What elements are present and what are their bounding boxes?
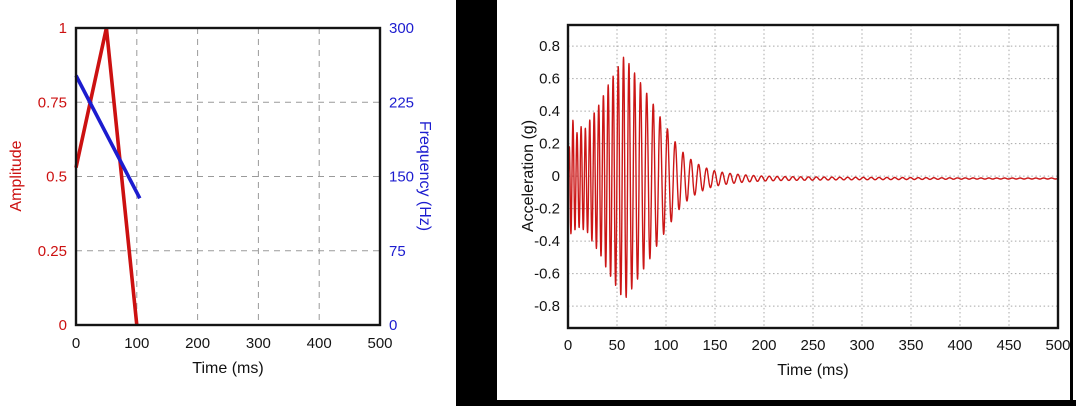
left-chart-canvas: 0 100 200 300 400 50000.250.50.75107515022530…: [38, 20, 414, 352]
tick-label: 100: [124, 335, 149, 352]
tick-label: 0.75: [38, 94, 67, 111]
tick-label: 0: [552, 168, 560, 185]
tick-label: 500: [367, 335, 392, 352]
tick-label: 300: [246, 335, 271, 352]
left-chart-left-axis-title: Amplitude: [8, 140, 25, 212]
tick-label: 500: [1045, 337, 1070, 354]
series-line-acceleration: [567, 56, 1059, 298]
tick-label: 225: [389, 94, 414, 111]
tick-label: 150: [389, 169, 414, 186]
tick-label: 400: [307, 335, 332, 352]
tick-labels: 0 100 200 300 400 50000.250.50.75107515022530…: [38, 20, 414, 352]
divider-band: [456, 0, 497, 406]
tick-label: 50: [609, 337, 626, 354]
tick-label: 0.6: [539, 71, 560, 88]
series-line-frequency-hz-: [74, 74, 142, 200]
tick-label: 0: [564, 337, 572, 354]
left-chart-x-axis-title: Time (ms): [192, 360, 264, 377]
tick-label: 0.5: [46, 169, 67, 186]
tick-label: 200: [751, 337, 776, 354]
plot-frame: [74, 26, 382, 327]
tick-label: 350: [898, 337, 923, 354]
tick-label: -0.4: [534, 233, 560, 250]
right-chart-canvas: 0 50 100 150 200 250 300 350 400 450 500 -0.8 -0.6 -0…: [534, 23, 1071, 354]
tick-label: 0: [389, 317, 397, 334]
tick-label: -0.6: [534, 266, 560, 283]
right-border-strip: [1070, 0, 1073, 406]
tick-label: 0.2: [539, 136, 560, 153]
tick-label: 300: [389, 20, 414, 37]
tick-label: 1: [59, 20, 67, 37]
tick-label: 200: [185, 335, 210, 352]
series: [74, 27, 142, 326]
tick-label: 150: [702, 337, 727, 354]
tick-label: 0.25: [38, 243, 67, 260]
tick-label: 0: [72, 335, 80, 352]
tick-label: 0.8: [539, 38, 560, 55]
tick-label: 75: [389, 243, 406, 260]
tick-label: -0.2: [534, 201, 560, 218]
tick-label: 100: [653, 337, 678, 354]
left-chart-right-axis-title: Frequency (Hz): [416, 120, 433, 232]
bottom-border-strip: [497, 400, 1076, 406]
tick-label: -0.8: [534, 298, 560, 315]
tick-label: 0.4: [539, 103, 560, 120]
right-chart-x-axis-title: Time (ms): [777, 362, 849, 379]
tick-label: 250: [800, 337, 825, 354]
tick-label: 0: [59, 317, 67, 334]
tick-labels: 0 50 100 150 200 250 300 350 400 450 500 -0.8 -0.6 -0…: [534, 38, 1070, 354]
grid: [568, 25, 1058, 328]
grid: [76, 28, 380, 325]
tick-label: 400: [947, 337, 972, 354]
right-chart-y-axis-title: Acceleration (g): [520, 119, 537, 233]
tick-label: 300: [849, 337, 874, 354]
tick-label: 450: [996, 337, 1021, 354]
plot-frame: [566, 23, 1060, 330]
